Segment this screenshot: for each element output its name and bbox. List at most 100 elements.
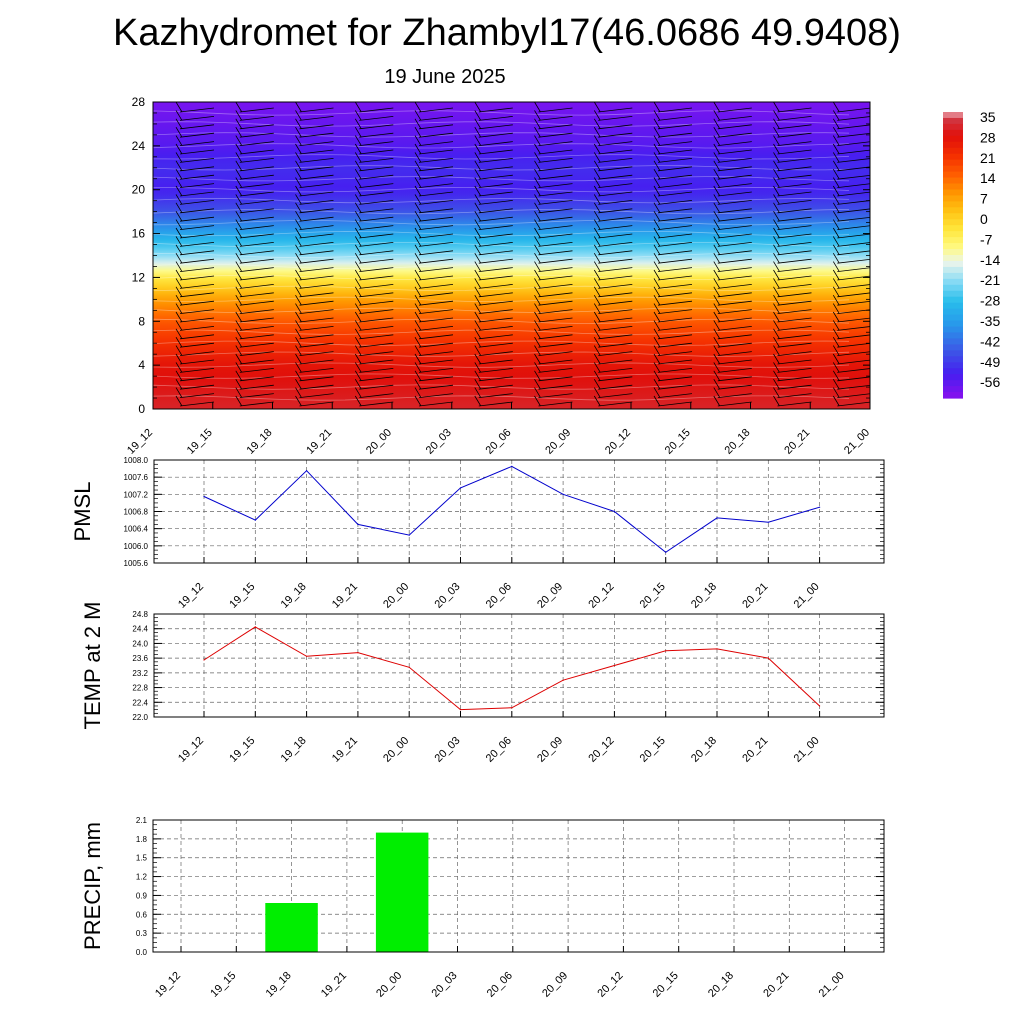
colorbar-swatch — [943, 380, 963, 387]
x-tick-label: 20_03 — [433, 581, 463, 611]
series-point — [357, 652, 359, 654]
colorbar-swatch — [943, 284, 963, 292]
colorbar-label: -28 — [980, 293, 1000, 309]
x-tick-label: 19_15 — [227, 581, 257, 611]
heatmap-y-tick-label: 0 — [138, 402, 145, 416]
colorbar-swatch — [943, 213, 963, 220]
colorbar-swatch — [943, 159, 963, 167]
x-tick-label: 20_15 — [638, 581, 668, 611]
series-point — [511, 707, 513, 709]
colorbar-label: -56 — [980, 374, 1000, 390]
heatmap-x-tick-label: 20_15 — [663, 427, 693, 457]
colorbar-swatch — [943, 260, 963, 268]
heatmap-x-tick-label: 20_00 — [364, 427, 394, 457]
x-tick-label: 20_03 — [430, 970, 460, 1000]
colorbar-swatch — [943, 320, 963, 328]
heatmap-y-tick-label: 12 — [132, 270, 146, 284]
x-tick-label: 19_12 — [176, 735, 206, 765]
x-tick-label: 20_06 — [484, 581, 514, 611]
colorbar-swatch — [943, 165, 963, 173]
temperature-cross-section: 0 4 8 12 16 20 24 28 19_12 19_15 19_18 19_21 20_00 20… — [125, 95, 872, 457]
colorbar-label: -7 — [980, 231, 993, 247]
colorbar-swatch — [943, 296, 963, 304]
precip-bar — [375, 832, 429, 952]
colorbar-swatch — [943, 278, 963, 286]
x-tick-label: 20_03 — [433, 735, 463, 765]
heatmap-x-tick-label: 19_12 — [125, 427, 155, 457]
colorbar-swatch — [943, 272, 963, 280]
y-tick-label: 22.0 — [132, 713, 148, 722]
colorbar-swatch — [943, 237, 963, 244]
x-tick-label: 19_18 — [279, 581, 309, 611]
heatmap-y-tick-label: 8 — [138, 314, 145, 328]
temperature-colorbar: 35 28 21 14 7 0 -7 -14 -21 -28 -35 -42 -49 -56 — [943, 109, 1000, 399]
x-tick-label: 21_00 — [792, 581, 822, 611]
colorbar-swatch — [943, 290, 963, 298]
x-tick-label: 19_21 — [330, 581, 360, 611]
x-tick-label: 20_18 — [689, 581, 719, 611]
colorbar-swatch — [943, 141, 963, 149]
colorbar-swatch — [943, 219, 963, 226]
heatmap-y-tick-label: 4 — [138, 358, 145, 372]
heatmap-y-tick-label: 16 — [132, 227, 146, 241]
x-tick-label: 20_06 — [484, 735, 514, 765]
colorbar-swatch — [943, 123, 963, 131]
series-point — [408, 534, 410, 536]
x-tick-label: 20_00 — [381, 581, 411, 611]
colorbar-swatch — [943, 183, 963, 191]
colorbar-swatch — [943, 147, 963, 155]
colorbar-swatch — [943, 332, 963, 340]
panel-frame — [153, 613, 885, 718]
x-tick-label: 19_18 — [264, 970, 294, 1000]
series-point — [716, 517, 718, 519]
colorbar-label: -21 — [980, 272, 1000, 288]
x-tick-label: 20_21 — [740, 581, 770, 611]
y-tick-label: 22.4 — [132, 698, 148, 707]
colorbar-label: -49 — [980, 354, 1000, 370]
series-point — [613, 510, 616, 513]
x-tick-label: 20_21 — [740, 735, 770, 765]
series-point — [203, 659, 205, 661]
colorbar-swatch — [943, 129, 963, 137]
colorbar-label: 14 — [980, 170, 996, 186]
colorbar-swatch — [943, 171, 963, 179]
colorbar-swatch — [943, 225, 963, 232]
colorbar-swatch — [943, 243, 963, 250]
series-point — [254, 626, 256, 628]
y-tick-label: 1008.0 — [124, 456, 149, 465]
panel-frame — [153, 459, 885, 564]
series-point — [562, 679, 564, 681]
series-point — [767, 521, 769, 523]
colorbar-swatch — [943, 302, 963, 310]
x-tick-label: 20_15 — [651, 970, 681, 1000]
series-point — [613, 664, 616, 667]
colorbar-swatch — [943, 266, 963, 274]
panel-bg — [154, 614, 884, 717]
colorbar-swatch — [943, 231, 963, 238]
y-axis-title: PRECIP, mm — [80, 822, 105, 950]
colorbar-label: 0 — [980, 211, 988, 227]
x-tick-label: 20_15 — [638, 735, 668, 765]
colorbar-swatch — [943, 308, 963, 316]
heatmap-y-tick-label: 28 — [132, 95, 146, 109]
x-tick-label: 20_09 — [535, 735, 565, 765]
heatmap-x-tick-label: 20_06 — [484, 427, 514, 457]
colorbar-label: 35 — [980, 109, 996, 125]
heatmap-y-tick-label: 24 — [132, 139, 146, 153]
x-tick-label: 20_18 — [689, 735, 719, 765]
x-tick-label: 20_09 — [540, 970, 570, 1000]
heatmap-field — [153, 102, 870, 409]
y-tick-label: 2.1 — [136, 816, 148, 825]
page-subtitle: 19 June 2025 — [384, 66, 506, 88]
y-tick-label: 1006.8 — [124, 508, 149, 517]
y-tick-label: 1007.6 — [124, 473, 149, 482]
y-tick-label: 22.8 — [132, 684, 148, 693]
x-tick-label: 20_18 — [706, 970, 736, 1000]
x-tick-label: 19_15 — [227, 735, 257, 765]
heatmap-x-tick-label: 19_21 — [304, 427, 334, 457]
colorbar-swatch — [943, 356, 963, 363]
colorbar-swatch — [943, 344, 963, 351]
colorbar-swatch — [943, 386, 963, 393]
y-tick-label: 23.6 — [132, 654, 148, 663]
series-point — [562, 493, 564, 495]
